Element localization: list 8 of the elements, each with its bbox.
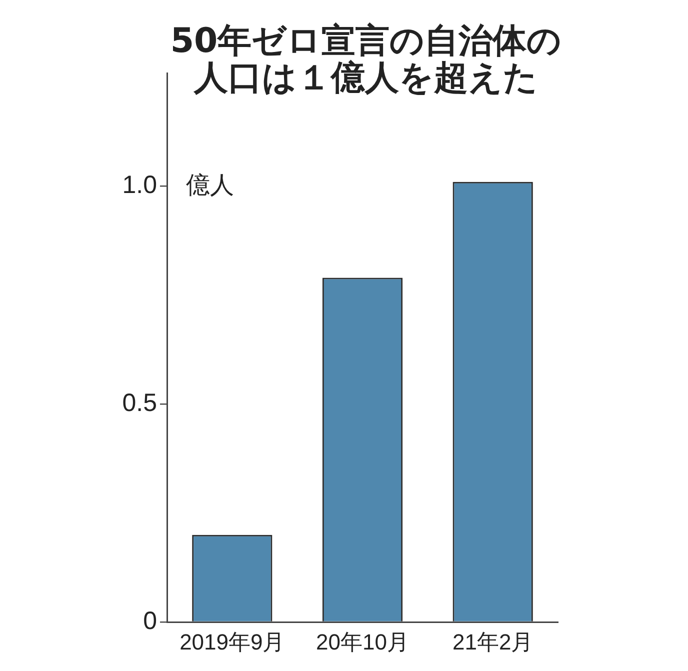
x-tick-label: 21年2月 [452,629,534,654]
x-tick-label: 20年10月 [316,629,409,654]
x-tick-label: 2019年9月 [180,629,285,654]
y-tick-label: 0 [143,606,157,635]
chart-title: 50年ゼロ宣言の自治体の人口は１億人を超えた [169,21,563,98]
y-tick-label: 0.5 [122,389,157,418]
y-axis-title: 億人 [186,172,234,199]
y-tick-label: 1.0 [122,171,157,200]
